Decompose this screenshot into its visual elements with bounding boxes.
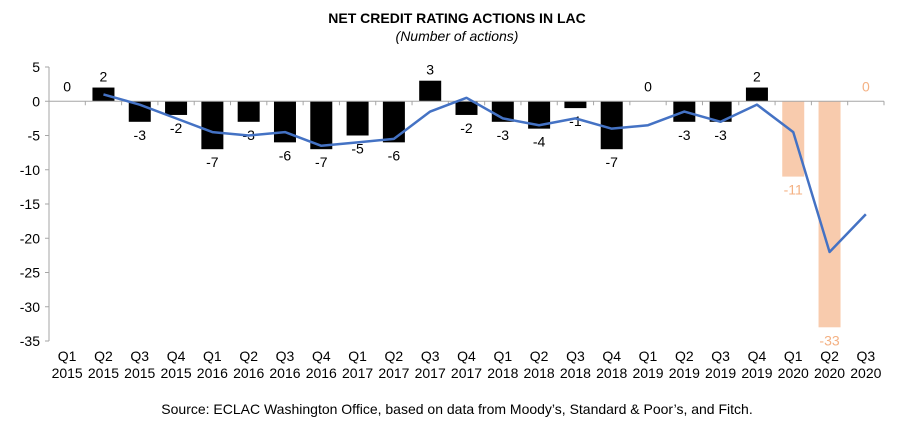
bar bbox=[310, 101, 333, 150]
chart-source: Source: ECLAC Washington Office, based o… bbox=[161, 401, 753, 417]
data-label: 0 bbox=[862, 78, 870, 94]
data-label: -4 bbox=[533, 134, 546, 150]
data-label: -11 bbox=[784, 182, 803, 198]
bar bbox=[818, 101, 841, 328]
bar bbox=[709, 101, 732, 122]
x-tick-label-year: 2017 bbox=[451, 365, 482, 381]
bar bbox=[782, 101, 805, 177]
x-tick-label-year: 2017 bbox=[415, 365, 446, 381]
x-tick-label: Q1 bbox=[639, 348, 658, 364]
x-tick-label-year: 2017 bbox=[342, 365, 373, 381]
x-tick-label-year: 2018 bbox=[524, 365, 555, 381]
x-tick-label: Q3 bbox=[711, 348, 730, 364]
x-tick-label-year: 2020 bbox=[814, 365, 845, 381]
x-tick-label-year: 2019 bbox=[705, 365, 736, 381]
x-tick-label: Q2 bbox=[239, 348, 258, 364]
x-tick-label: Q2 bbox=[385, 348, 404, 364]
bar bbox=[564, 101, 587, 109]
chart-title: NET CREDIT RATING ACTIONS IN LAC bbox=[328, 10, 586, 26]
trend-line bbox=[103, 93, 867, 254]
data-label: 0 bbox=[63, 78, 71, 94]
bar bbox=[745, 87, 768, 102]
x-tick-label-year: 2015 bbox=[124, 365, 155, 381]
y-tick-label: 0 bbox=[32, 93, 40, 109]
x-tick-label: Q4 bbox=[457, 348, 476, 364]
data-label: -2 bbox=[170, 120, 183, 136]
y-tick-label: 5 bbox=[32, 59, 40, 75]
y-tick-label: -30 bbox=[20, 299, 40, 315]
x-tick-label-year: 2016 bbox=[197, 365, 228, 381]
x-tick-label-year: 2018 bbox=[560, 365, 591, 381]
x-tick-label: Q1 bbox=[348, 348, 367, 364]
data-label: 0 bbox=[644, 78, 652, 94]
data-label: -3 bbox=[497, 127, 510, 143]
data-label: -7 bbox=[315, 154, 328, 170]
y-tick-label: -10 bbox=[20, 162, 40, 178]
x-tick-label: Q1 bbox=[58, 348, 77, 364]
x-tick-label-year: 2018 bbox=[487, 365, 518, 381]
x-tick-label: Q2 bbox=[530, 348, 549, 364]
data-label: 2 bbox=[753, 69, 761, 85]
x-tick-label-year: 2019 bbox=[669, 365, 700, 381]
x-tick-label-year: 2016 bbox=[269, 365, 300, 381]
y-tick-label: -20 bbox=[20, 230, 40, 246]
x-tick-label: Q1 bbox=[203, 348, 222, 364]
y-tick-label: -35 bbox=[20, 333, 40, 349]
x-tick-label-year: 2019 bbox=[632, 365, 663, 381]
data-label: -7 bbox=[605, 154, 618, 170]
data-label: 3 bbox=[426, 62, 434, 78]
x-tick-label-year: 2015 bbox=[52, 365, 83, 381]
data-label: -2 bbox=[460, 120, 473, 136]
x-tick-label: Q2 bbox=[675, 348, 694, 364]
x-tick-label: Q3 bbox=[857, 348, 876, 364]
y-tick-label: -15 bbox=[20, 196, 40, 212]
bar bbox=[419, 80, 442, 102]
y-tick-label: -25 bbox=[20, 265, 40, 281]
data-label: 2 bbox=[100, 69, 108, 85]
x-tick-label-year: 2020 bbox=[850, 365, 881, 381]
bar bbox=[237, 101, 260, 122]
bar bbox=[165, 101, 188, 115]
bar bbox=[346, 101, 369, 136]
x-tick-label-year: 2018 bbox=[596, 365, 627, 381]
x-tick-label: Q1 bbox=[493, 348, 512, 364]
data-label: -7 bbox=[206, 154, 219, 170]
data-label: -6 bbox=[279, 147, 292, 163]
bar bbox=[528, 101, 551, 129]
x-tick-label-year: 2019 bbox=[741, 365, 772, 381]
data-label: -5 bbox=[351, 141, 364, 157]
bar bbox=[455, 101, 478, 115]
data-label: -3 bbox=[134, 127, 147, 143]
bar bbox=[201, 101, 224, 150]
data-label: -6 bbox=[388, 147, 401, 163]
data-label: -3 bbox=[714, 127, 727, 143]
data-label: -33 bbox=[819, 332, 839, 348]
x-tick-label-year: 2016 bbox=[306, 365, 337, 381]
x-tick-label-year: 2015 bbox=[88, 365, 119, 381]
x-tick-label: Q2 bbox=[820, 348, 839, 364]
bar bbox=[382, 101, 405, 143]
x-tick-label: Q4 bbox=[602, 348, 621, 364]
x-tick-label-year: 2020 bbox=[778, 365, 809, 381]
x-tick-label: Q3 bbox=[276, 348, 295, 364]
x-tick-label: Q4 bbox=[312, 348, 331, 364]
x-tick-label: Q3 bbox=[421, 348, 440, 364]
x-tick-label: Q3 bbox=[566, 348, 585, 364]
chart-subtitle: (Number of actions) bbox=[395, 28, 519, 44]
x-tick-label: Q4 bbox=[748, 348, 767, 364]
x-tick-label-year: 2015 bbox=[160, 365, 191, 381]
x-tick-label-year: 2017 bbox=[378, 365, 409, 381]
x-tick-label: Q2 bbox=[94, 348, 113, 364]
x-tick-label-year: 2016 bbox=[233, 365, 264, 381]
data-label: -3 bbox=[678, 127, 691, 143]
x-tick-label: Q1 bbox=[784, 348, 803, 364]
bar bbox=[600, 101, 623, 150]
data-label: -1 bbox=[569, 113, 582, 129]
x-tick-label: Q4 bbox=[167, 348, 186, 364]
y-tick-label: -5 bbox=[28, 128, 41, 144]
x-tick-label: Q3 bbox=[130, 348, 149, 364]
